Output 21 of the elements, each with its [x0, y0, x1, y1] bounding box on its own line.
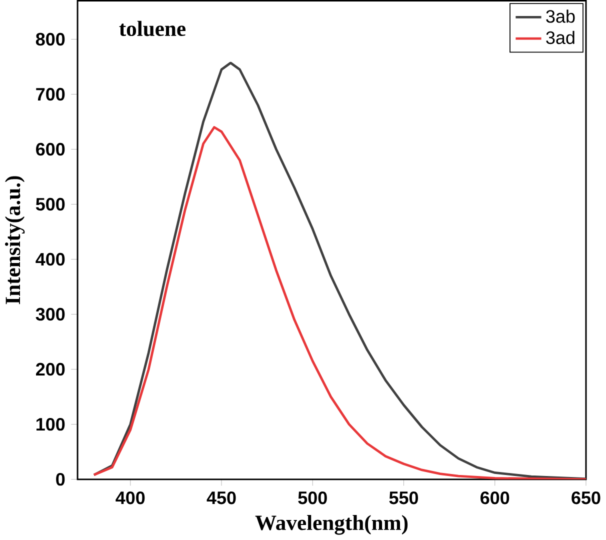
x-axis-title: Wavelength(nm) [255, 515, 408, 535]
annotation: toluene [119, 21, 186, 36]
x-tick-label: 500 [298, 492, 327, 504]
legend-label: 3ad [546, 31, 574, 44]
y-tick-label: 800 [36, 33, 65, 46]
line-series [92, 62, 586, 480]
y-axis-title: Intensity(a.u.) [5, 176, 25, 304]
y-tick-label: 400 [36, 253, 65, 266]
y-tick-label: 500 [36, 198, 65, 211]
x-tick-label: 450 [206, 492, 236, 504]
legend-label: 3ab [546, 10, 575, 23]
y-tick-label: 200 [36, 363, 65, 376]
y-tick-label: 300 [36, 308, 65, 321]
x-tick-label: 600 [480, 492, 510, 504]
x-tick-label: 550 [389, 492, 418, 504]
y-tick-label: 100 [36, 418, 65, 431]
x-tick-label: 400 [116, 492, 145, 504]
y-tick-label: 600 [36, 143, 65, 156]
x-tick-label: 650 [572, 492, 600, 504]
y-tick-label: 700 [36, 88, 65, 101]
y-tick-label: 0 [56, 473, 65, 486]
